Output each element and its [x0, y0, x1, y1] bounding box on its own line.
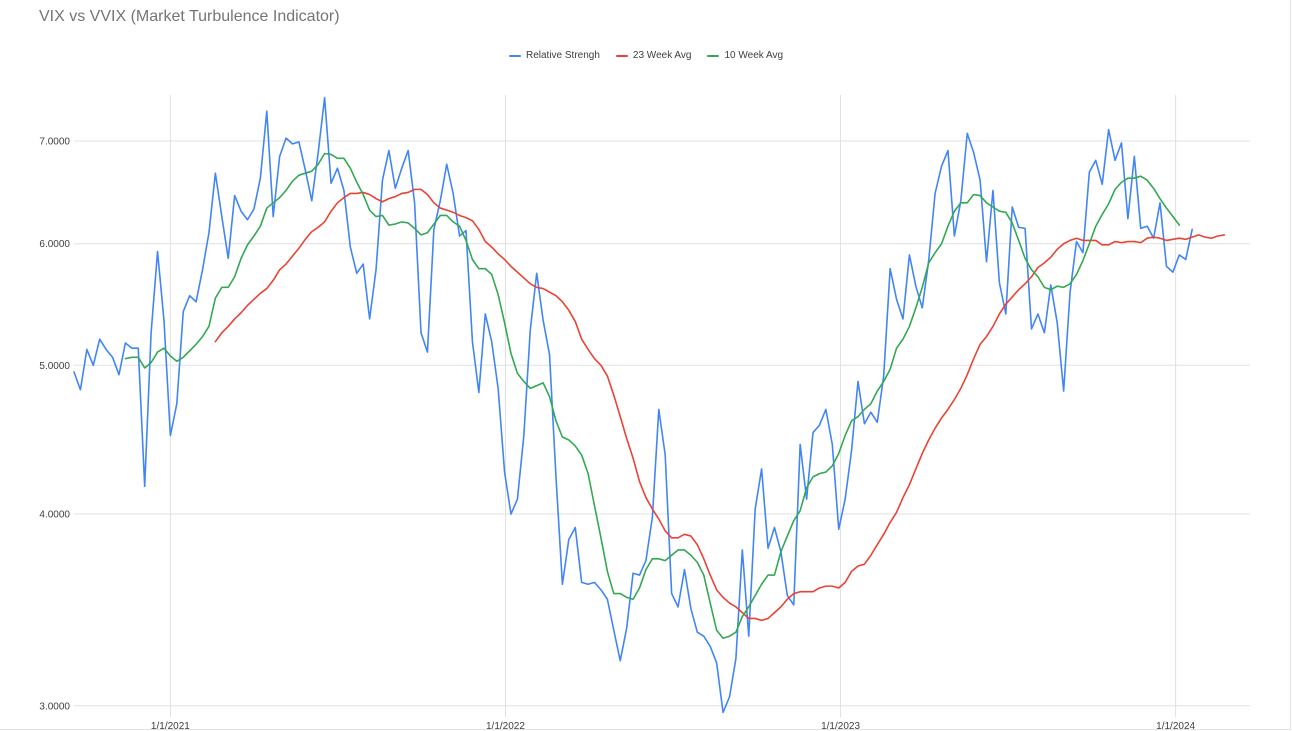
chart-legend: Relative Strengh 23 Week Avg 10 Week Avg [0, 50, 1292, 61]
axis-layer: 3.0000 4.0000 5.0000 6.0000 7.0000 1/1/2021 1/… [39, 136, 1195, 731]
series-line-10-week-avg[interactable] [124, 152, 1181, 640]
chart-title: VIX vs VVIX (Market Turbulence Indicator… [39, 8, 340, 25]
series-line-23-week-avg[interactable] [214, 188, 1226, 622]
legend-item-23-week-avg[interactable]: 23 Week Avg [615, 50, 692, 61]
x-tick-label: 1/1/2023 [821, 721, 860, 731]
legend-swatch-10-week-avg [707, 54, 720, 57]
y-tick-label: 3.0000 [39, 701, 70, 712]
x-tick-label: 1/1/2021 [151, 721, 190, 731]
y-tick-label: 6.0000 [39, 239, 70, 250]
grid-layer [74, 95, 1250, 717]
x-tick-label: 1/1/2024 [1156, 721, 1195, 731]
legend-swatch-23-week-avg [615, 54, 628, 57]
legend-label-10-week-avg: 10 Week Avg [724, 50, 784, 61]
series-layer [73, 96, 1226, 714]
legend-item-relative-strength[interactable]: Relative Strengh [508, 50, 600, 61]
y-tick-label: 7.0000 [39, 136, 70, 147]
y-tick-label: 4.0000 [39, 510, 70, 521]
x-tick-label: 1/1/2022 [486, 721, 525, 731]
legend-swatch-relative-strength [508, 54, 521, 57]
legend-item-10-week-avg[interactable]: 10 Week Avg [707, 50, 783, 61]
legend-label-relative-strength: Relative Strengh [525, 50, 600, 61]
legend-label-23-week-avg: 23 Week Avg [632, 50, 692, 61]
series-line-relative-strengh[interactable] [73, 96, 1193, 714]
y-tick-label: 5.0000 [39, 361, 70, 372]
